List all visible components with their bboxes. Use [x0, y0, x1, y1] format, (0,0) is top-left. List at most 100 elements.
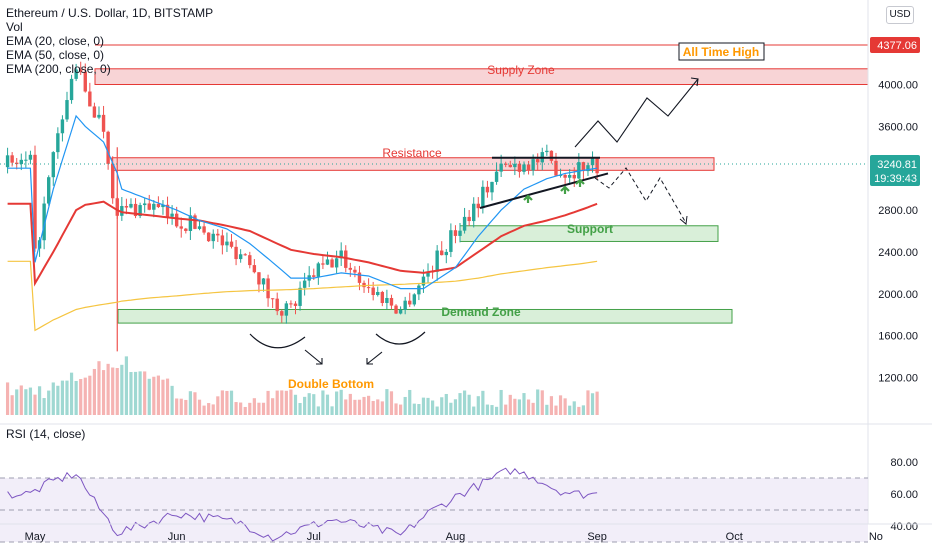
volume-bar — [467, 394, 471, 415]
candle — [558, 174, 563, 176]
volume-bar — [335, 391, 339, 415]
volume-bar — [348, 393, 352, 415]
candle — [165, 204, 170, 217]
volume-bar — [188, 391, 192, 415]
volume-bar — [399, 404, 403, 415]
candle — [97, 114, 101, 118]
candle — [440, 250, 444, 256]
candle — [481, 186, 485, 209]
volume-bar — [83, 377, 87, 415]
candle — [549, 150, 554, 161]
legend-vol[interactable]: Vol — [6, 20, 23, 34]
volume-bar — [184, 399, 188, 415]
time-tick-label: Oct — [726, 531, 743, 543]
time-tick-label: Jul — [307, 531, 321, 543]
volume-bar — [526, 399, 531, 415]
candle — [572, 174, 576, 179]
double-bottom-arc-right — [375, 331, 426, 345]
candle — [298, 287, 302, 306]
candle — [179, 226, 183, 229]
volume-bar — [115, 368, 119, 415]
volume-bar — [572, 401, 576, 415]
support-label: Support — [567, 222, 613, 236]
candle — [421, 276, 426, 286]
candle — [453, 230, 458, 236]
demand-zone-box — [117, 308, 733, 324]
volume-bar — [266, 390, 270, 415]
candle — [161, 204, 165, 208]
candle — [202, 226, 206, 233]
volume-bar — [252, 398, 256, 415]
volume-bar — [101, 370, 106, 415]
candle — [325, 259, 330, 265]
price-tick-label: 2000.00 — [878, 289, 918, 301]
price-tick-label: 2800.00 — [878, 205, 918, 217]
volume-bar — [293, 394, 298, 415]
legend-ema200[interactable]: EMA (200, close, 0) — [6, 62, 111, 76]
supply-zone-label: Supply Zone — [487, 63, 555, 77]
volume-bar — [10, 395, 14, 415]
ema20-line — [7, 114, 598, 290]
candle — [449, 230, 453, 252]
ath-label-box — [678, 42, 765, 61]
volume-bar — [545, 404, 549, 415]
candle — [174, 213, 179, 227]
candle — [389, 297, 394, 306]
candle — [138, 205, 142, 217]
candle — [284, 303, 289, 316]
candle — [229, 241, 234, 247]
ema50-line — [7, 200, 598, 287]
candle — [417, 285, 421, 295]
legend-ema20[interactable]: EMA (20, close, 0) — [6, 34, 105, 48]
ath-price-label: 4377.06 — [877, 40, 917, 52]
price-tick-label: 3600.00 — [878, 121, 918, 133]
volume-bar — [60, 380, 65, 415]
currency-button[interactable]: USD — [886, 6, 914, 24]
volume-bar — [79, 379, 83, 415]
chart-title[interactable]: Ethereum / U.S. Dollar, 1D, BITSTAMP — [6, 6, 214, 20]
legend-ema50[interactable]: EMA (50, close, 0) — [6, 48, 105, 62]
price-tick-label: 2400.00 — [878, 247, 918, 259]
volume-bar — [540, 390, 544, 415]
up-arrow-icon — [523, 194, 533, 203]
volume-bar — [65, 380, 69, 415]
volume-bar — [339, 389, 343, 415]
candle — [357, 272, 362, 283]
candle — [435, 250, 439, 272]
volume-bar — [280, 390, 284, 415]
candle — [312, 275, 316, 277]
arrow-head-icon — [690, 77, 699, 87]
volume-bar — [403, 396, 407, 415]
candle — [261, 278, 266, 285]
volume-bar — [147, 378, 151, 415]
volume-bar — [586, 390, 590, 415]
candle — [302, 280, 307, 288]
volume-bar — [595, 391, 599, 415]
volume-bar — [284, 390, 288, 415]
volume-bar — [74, 380, 78, 415]
volume-bar — [257, 402, 261, 415]
volume-bar — [88, 375, 92, 415]
candle — [590, 158, 595, 166]
candle — [147, 203, 151, 210]
volume-bar — [412, 403, 416, 415]
candle — [120, 206, 124, 216]
candle — [522, 164, 526, 172]
candle — [51, 152, 55, 178]
volume-bar — [248, 402, 252, 415]
volume-bar — [462, 390, 467, 415]
candle — [567, 174, 572, 178]
volume-bar — [499, 389, 503, 415]
volume-bar — [207, 403, 211, 415]
volume-bar — [408, 389, 412, 415]
candle — [321, 263, 325, 265]
chart-legend: Ethereum / U.S. Dollar, 1D, BITSTAMP Vol… — [6, 6, 213, 76]
candle — [110, 163, 115, 199]
volume-bar — [385, 389, 389, 415]
volume-bar — [111, 367, 115, 415]
candle — [142, 203, 147, 206]
candle — [252, 265, 257, 273]
candle — [248, 255, 252, 266]
candle — [33, 154, 37, 249]
